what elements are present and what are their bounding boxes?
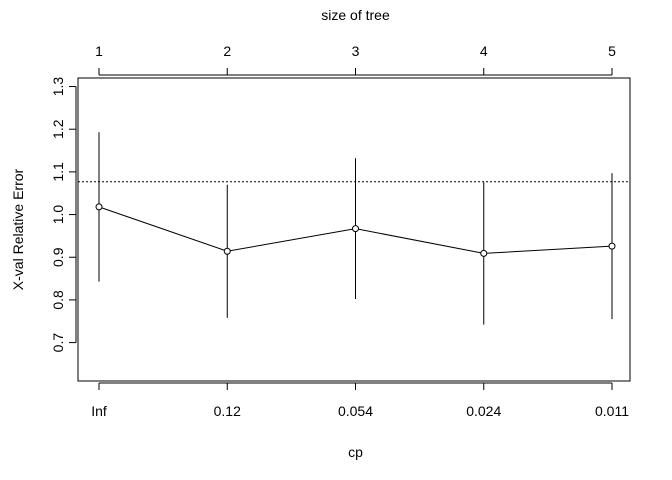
x-axis-label: cp bbox=[348, 444, 363, 460]
left-tick-label: 0.8 bbox=[50, 290, 66, 310]
left-tick-label: 1.1 bbox=[50, 162, 66, 182]
bottom-tick-label: 0.054 bbox=[338, 403, 373, 419]
y-axis-label: X-val Relative Error bbox=[10, 168, 26, 290]
top-axis-label: size of tree bbox=[321, 7, 390, 23]
data-point bbox=[480, 249, 488, 257]
bottom-tick-label: 0.12 bbox=[214, 403, 241, 419]
top-tick-label: 2 bbox=[223, 43, 231, 59]
plot-frame bbox=[77, 77, 631, 382]
data-point bbox=[352, 225, 359, 233]
top-tick-label: 5 bbox=[608, 43, 616, 59]
bottom-tick-label: 0.011 bbox=[595, 403, 629, 419]
left-tick-label: 1.2 bbox=[50, 119, 66, 139]
data-point bbox=[608, 242, 616, 250]
bottom-tick-label: Inf bbox=[91, 403, 107, 419]
left-tick-label: 0.7 bbox=[50, 333, 66, 353]
top-tick-label: 4 bbox=[480, 43, 488, 59]
left-tick-label: 0.9 bbox=[50, 247, 66, 267]
left-tick-label: 1.3 bbox=[50, 77, 66, 97]
top-tick-label: 3 bbox=[352, 43, 360, 59]
left-tick-label: 1.0 bbox=[50, 205, 66, 225]
data-point bbox=[95, 203, 103, 211]
top-tick-label: 1 bbox=[95, 43, 103, 59]
data-point bbox=[223, 247, 231, 255]
bottom-tick-label: 0.024 bbox=[466, 403, 501, 419]
